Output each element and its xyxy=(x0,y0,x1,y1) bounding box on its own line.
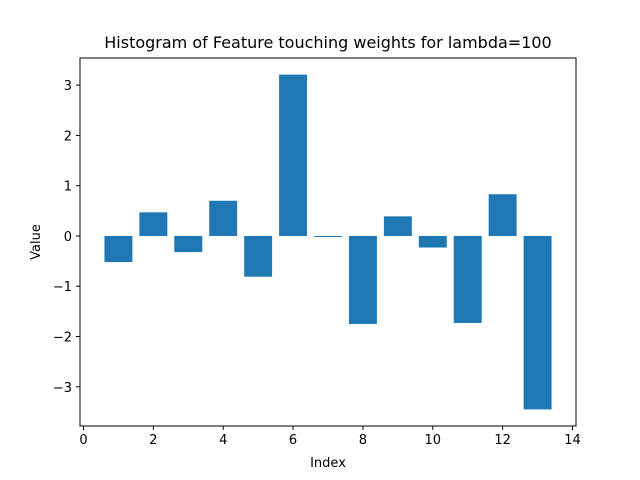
y-axis-label: Value xyxy=(29,224,44,260)
x-tick-label: 14 xyxy=(564,433,581,448)
bar-11 xyxy=(453,235,482,323)
x-axis-ticks: 0 2 4 6 8 10 12 14 xyxy=(79,426,581,448)
x-tick-label: 10 xyxy=(425,433,442,448)
bar-5 xyxy=(244,235,273,277)
y-tick-label: 0 xyxy=(64,230,72,245)
bar-10 xyxy=(418,235,447,248)
bar-8 xyxy=(348,235,377,324)
y-tick-label: 1 xyxy=(64,180,72,195)
chart-title: Histogram of Feature touching weights fo… xyxy=(104,33,551,52)
x-tick-label: 0 xyxy=(79,433,87,448)
y-tick-label: −3 xyxy=(53,381,72,396)
bar-3 xyxy=(174,235,203,253)
x-tick-label: 6 xyxy=(289,433,297,448)
x-tick-label: 12 xyxy=(494,433,511,448)
bar-7 xyxy=(314,235,342,237)
y-tick-label: −2 xyxy=(53,331,72,346)
y-tick-label: 3 xyxy=(64,79,72,94)
y-tick-label: 2 xyxy=(64,129,72,144)
bar-1 xyxy=(104,235,133,263)
bar-12 xyxy=(488,194,517,236)
y-tick-label: −1 xyxy=(53,280,72,295)
bar-9 xyxy=(383,216,412,236)
bar-13 xyxy=(523,235,552,410)
bar-6 xyxy=(279,74,308,236)
plot-frame xyxy=(79,57,577,427)
x-tick-label: 4 xyxy=(219,433,227,448)
bars-group xyxy=(104,74,552,410)
x-tick-label: 2 xyxy=(149,433,157,448)
bar-2 xyxy=(139,212,168,236)
x-axis-label: Index xyxy=(310,456,346,471)
bar-4 xyxy=(209,200,238,236)
x-tick-label: 8 xyxy=(359,433,367,448)
y-axis-ticks: −3 −2 −1 0 1 2 3 xyxy=(53,79,80,396)
